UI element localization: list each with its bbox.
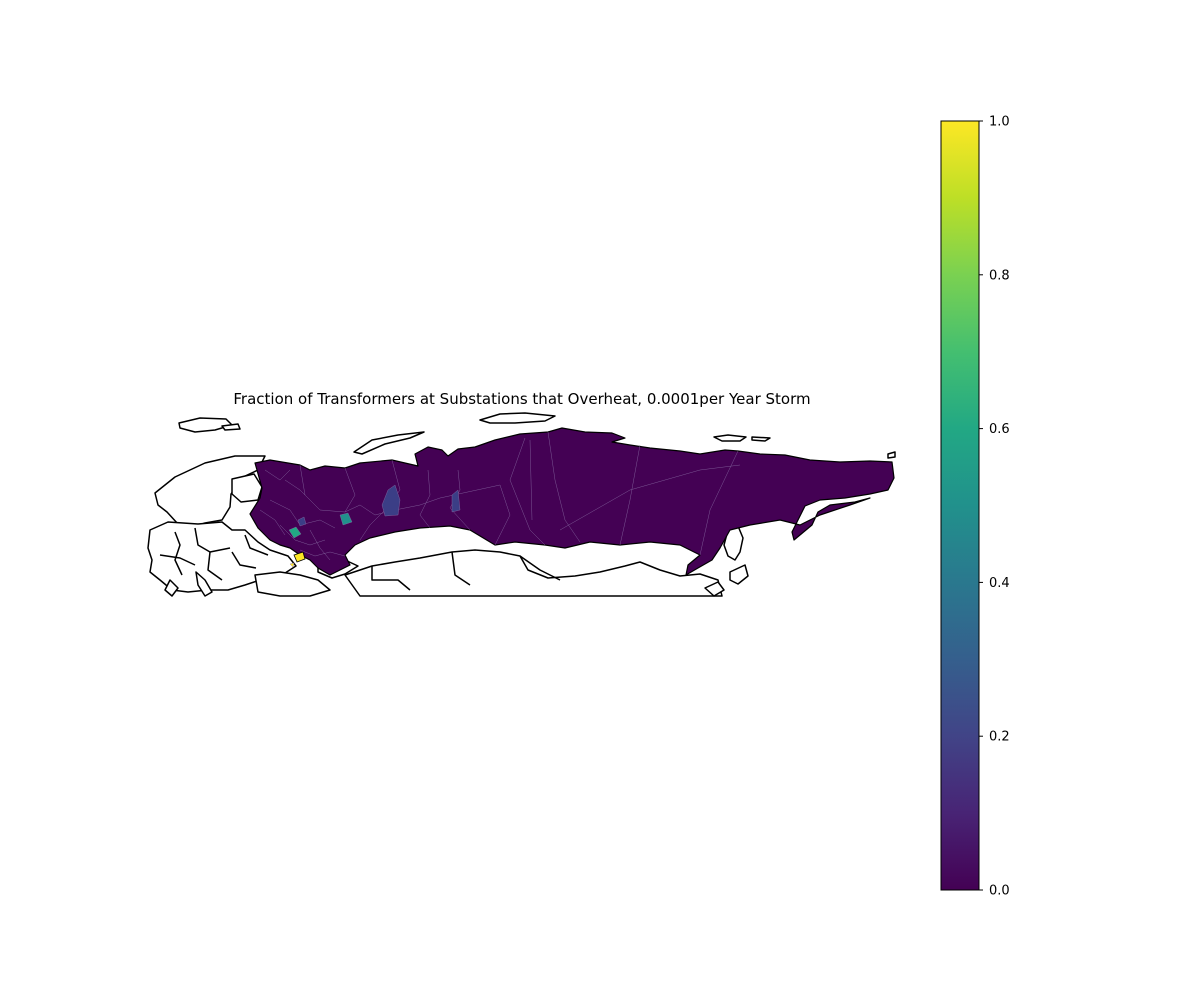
colorbar-tick-label: 0.2 xyxy=(989,730,1010,745)
colorbar-tick-label: 0.8 xyxy=(989,268,1010,283)
region-moscow-small xyxy=(297,516,307,527)
russia-region xyxy=(249,427,895,576)
colorbar-tick-label: 0.6 xyxy=(989,422,1010,437)
region-ural xyxy=(381,484,401,517)
colorbar-ticks: 0.0 0.2 0.4 0.6 0.8 1.0 xyxy=(979,115,1010,899)
region-caucasus xyxy=(293,551,306,563)
colorbar-tick-label: 0.0 xyxy=(989,884,1010,899)
highlighted-regions xyxy=(288,484,461,568)
region-west-siberia xyxy=(451,489,461,513)
colorbar-tick-label: 0.4 xyxy=(989,576,1010,591)
colorbar-tick-label: 1.0 xyxy=(989,115,1010,130)
map-title: Fraction of Transformers at Substations … xyxy=(233,390,810,408)
colorbar-gradient xyxy=(941,121,979,890)
region-caucasus-small xyxy=(289,562,295,568)
country-outlines xyxy=(147,412,896,597)
colorbar: 0.0 0.2 0.4 0.6 0.8 1.0 xyxy=(940,115,1010,899)
region-moscow-south xyxy=(288,526,302,539)
colorbar-frame xyxy=(940,120,980,891)
map-area xyxy=(147,412,896,597)
region-volga xyxy=(339,512,353,526)
